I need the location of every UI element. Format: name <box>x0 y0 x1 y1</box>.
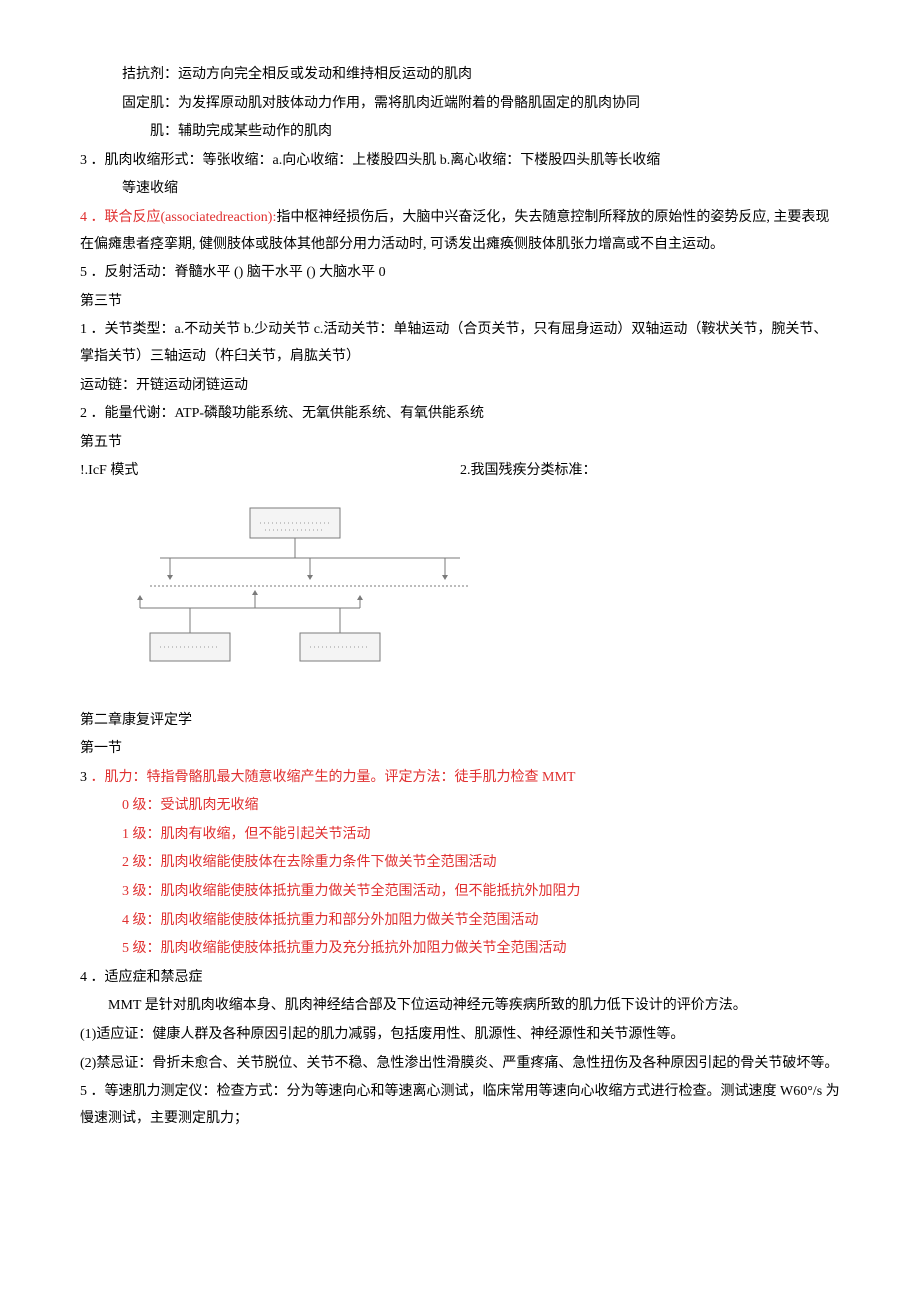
energy-metabolism-line: 2 ．能量代谢：ATP-磷酸功能系统、无氧供能系统、有氧供能系统 <box>80 401 840 428</box>
mmt-description: MMT 是针对肌肉收缩本身、肌肉神经结合部及下位运动神经元等疾病所致的肌力低下设… <box>80 993 840 1020</box>
chapter2-section1: 第一节 <box>80 736 840 763</box>
indication-line: (1)适应证：健康人群及各种原因引起的肌力减弱，包括废用性、肌源性、神经源性和关… <box>80 1022 840 1049</box>
mmt-grade-2: 2 级：肌肉收缩能使肢体在去除重力条件下做关节全范围活动 <box>80 850 840 877</box>
reflex-activity-line: 5 ．反射活动：脊髓水平 () 脑干水平 () 大脑水平 0 <box>80 260 840 287</box>
motion-chain-line: 运动链：开链运动闭链运动 <box>80 373 840 400</box>
synergist-line: 肌：辅助完成某些动作的肌肉 <box>80 119 840 146</box>
chapter2-title: 第二章康复评定学 <box>80 708 840 735</box>
contraindication-line: (2)禁忌证：骨折未愈合、关节脱位、关节不稳、急性渗出性滑膜炎、严重疼痛、急性扭… <box>80 1051 840 1078</box>
muscle-strength-num: 3 <box>80 770 91 785</box>
mmt-grade-1: 1 级：肌肉有收缩，但不能引起关节活动 <box>80 822 840 849</box>
section3-title: 第三节 <box>80 289 840 316</box>
muscle-strength-text: ．肌力：特指骨骼肌最大随意收缩产生的力量。评定方法：徒手肌力检查 MMT <box>91 770 576 785</box>
section5-title: 第五节 <box>80 430 840 457</box>
antagonist-line: 拮抗剂：运动方向完全相反或发动和维持相反运动的肌肉 <box>80 62 840 89</box>
associated-reaction-term: 4 ．联合反应(associatedreaction): <box>80 210 276 225</box>
isokinetic-line: 5 ．等速肌力测定仪：检查方式：分为等速向心和等速离心测试，临床常用等速向心收缩… <box>80 1079 840 1132</box>
muscle-strength-line: 3 ．肌力：特指骨骼肌最大随意收缩产生的力量。评定方法：徒手肌力检查 MMT <box>80 765 840 792</box>
mmt-grade-5: 5 级：肌肉收缩能使肢体抵抗重力及充分抵抗外加阻力做关节全范围活动 <box>80 936 840 963</box>
icf-mode-label: !.IcF 模式 <box>80 458 460 485</box>
disability-classification-label: 2.我国残疾分类标准： <box>460 458 840 485</box>
fixed-muscle-line: 固定肌：为发挥原动肌对肢体动力作用，需将肌肉近端附着的骨骼肌固定的肌肉协同 <box>80 91 840 118</box>
contraction-forms-line1: 3 ．肌肉收缩形式：等张收缩：a.向心收缩：上楼股四头肌 b.离心收缩：下楼股四… <box>80 148 840 175</box>
mmt-grade-4: 4 级：肌肉收缩能使肢体抵抗重力和部分外加阻力做关节全范围活动 <box>80 908 840 935</box>
associated-reaction-para: 4 ．联合反应(associatedreaction):指中枢神经损伤后，大脑中… <box>80 205 840 258</box>
diagram-svg <box>120 503 500 673</box>
icf-diagram <box>120 503 840 684</box>
mmt-grade-3: 3 级：肌肉收缩能使肢体抵抗重力做关节全范围活动，但不能抵抗外加阻力 <box>80 879 840 906</box>
section5-row: !.IcF 模式 2.我国残疾分类标准： <box>80 458 840 485</box>
mmt-grade-0: 0 级：受试肌肉无收缩 <box>80 793 840 820</box>
joint-types-line: 1 ．关节类型：a.不动关节 b.少动关节 c.活动关节：单轴运动（合页关节，只… <box>80 317 840 370</box>
contraction-forms-line2: 等速收缩 <box>80 176 840 203</box>
indication-contraindication-title: 4 ．适应症和禁忌症 <box>80 965 840 992</box>
